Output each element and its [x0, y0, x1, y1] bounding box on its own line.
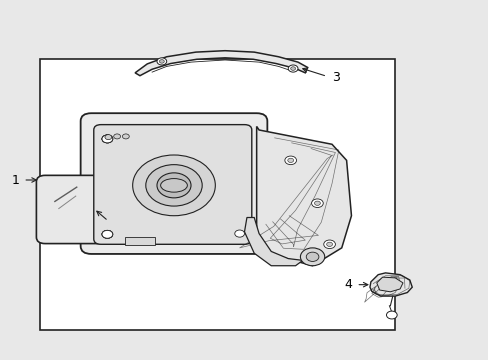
Circle shape [122, 134, 129, 139]
FancyBboxPatch shape [94, 125, 251, 244]
Circle shape [314, 201, 320, 205]
Circle shape [234, 230, 244, 237]
Circle shape [157, 173, 191, 198]
Polygon shape [244, 217, 302, 266]
Circle shape [285, 156, 296, 165]
Circle shape [311, 199, 323, 207]
Circle shape [287, 65, 297, 72]
Text: 1: 1 [12, 174, 20, 186]
Polygon shape [135, 51, 307, 76]
Polygon shape [376, 277, 402, 292]
Circle shape [145, 165, 202, 206]
Circle shape [166, 180, 181, 191]
Circle shape [326, 242, 332, 247]
Circle shape [102, 230, 113, 238]
Circle shape [290, 67, 295, 70]
Circle shape [102, 135, 113, 143]
Circle shape [132, 155, 215, 216]
FancyBboxPatch shape [81, 113, 267, 254]
Circle shape [159, 60, 164, 63]
FancyBboxPatch shape [36, 175, 110, 244]
Polygon shape [256, 126, 351, 266]
Text: 2: 2 [114, 217, 122, 230]
Circle shape [102, 135, 113, 143]
Circle shape [157, 58, 166, 65]
Circle shape [323, 240, 335, 249]
Bar [125, 237, 154, 245]
Text: 4: 4 [344, 278, 352, 291]
Circle shape [305, 252, 318, 261]
Circle shape [102, 135, 113, 143]
Circle shape [105, 135, 112, 140]
Circle shape [102, 230, 113, 238]
Circle shape [300, 248, 324, 266]
Bar [40, 59, 394, 330]
Circle shape [114, 134, 120, 139]
Text: 3: 3 [331, 71, 339, 84]
Ellipse shape [160, 179, 187, 192]
Circle shape [386, 311, 396, 319]
Circle shape [102, 135, 113, 143]
Polygon shape [369, 273, 411, 296]
Circle shape [102, 230, 113, 238]
Circle shape [102, 230, 113, 238]
Circle shape [287, 158, 293, 162]
